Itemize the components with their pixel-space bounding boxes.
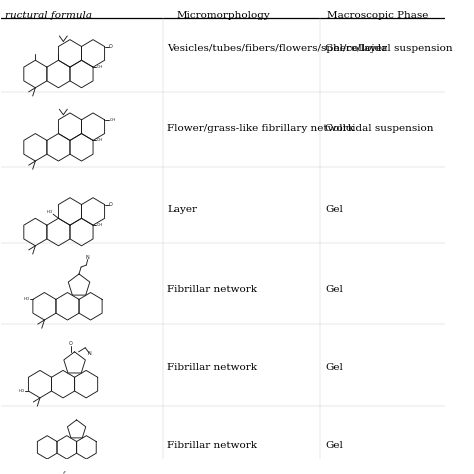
Text: O: O (109, 202, 112, 207)
Text: Micromorphology: Micromorphology (176, 11, 270, 20)
Text: Fibrillar network: Fibrillar network (167, 285, 257, 294)
Text: HO: HO (19, 389, 25, 393)
Text: Gel: Gel (325, 285, 343, 294)
Text: N: N (87, 351, 91, 356)
Text: f: f (62, 471, 64, 474)
Text: Gel: Gel (325, 440, 343, 449)
Text: HO: HO (23, 297, 29, 301)
Text: Macroscopic Phase: Macroscopic Phase (327, 11, 428, 20)
Text: OH: OH (109, 118, 116, 122)
Text: OH: OH (96, 223, 103, 227)
Text: Vesicles/tubes/fibers/flowers/sphere/layer: Vesicles/tubes/fibers/flowers/sphere/lay… (167, 44, 387, 53)
Text: Layer: Layer (167, 205, 197, 214)
Text: Gel: Gel (325, 363, 343, 372)
Text: OH: OH (96, 138, 103, 142)
Text: Flower/grass-like fibrillary network: Flower/grass-like fibrillary network (167, 125, 354, 134)
Text: HO: HO (47, 210, 53, 214)
Text: Fibrillar network: Fibrillar network (167, 363, 257, 372)
Text: Gel/colloidal suspension: Gel/colloidal suspension (325, 44, 453, 53)
Text: Fibrillar network: Fibrillar network (167, 440, 257, 449)
Text: O: O (69, 341, 73, 346)
Text: O: O (109, 44, 112, 49)
Text: N: N (86, 255, 90, 260)
Text: OH: OH (96, 65, 103, 69)
Text: Gel: Gel (325, 205, 343, 214)
Text: Colloidal suspension: Colloidal suspension (325, 125, 433, 134)
Text: ructural formula: ructural formula (5, 11, 92, 20)
